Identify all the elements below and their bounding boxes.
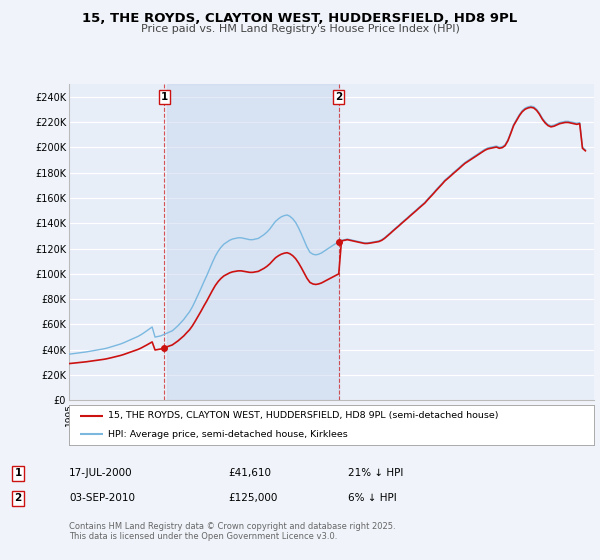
- Text: 1: 1: [14, 468, 22, 478]
- Text: £125,000: £125,000: [228, 493, 277, 503]
- Text: 15, THE ROYDS, CLAYTON WEST, HUDDERSFIELD, HD8 9PL: 15, THE ROYDS, CLAYTON WEST, HUDDERSFIEL…: [82, 12, 518, 25]
- Text: 21% ↓ HPI: 21% ↓ HPI: [348, 468, 403, 478]
- Text: Price paid vs. HM Land Registry's House Price Index (HPI): Price paid vs. HM Land Registry's House …: [140, 24, 460, 34]
- Text: 17-JUL-2000: 17-JUL-2000: [69, 468, 133, 478]
- Text: 2: 2: [335, 92, 343, 102]
- Text: 6% ↓ HPI: 6% ↓ HPI: [348, 493, 397, 503]
- Text: HPI: Average price, semi-detached house, Kirklees: HPI: Average price, semi-detached house,…: [109, 430, 348, 439]
- Text: 15, THE ROYDS, CLAYTON WEST, HUDDERSFIELD, HD8 9PL (semi-detached house): 15, THE ROYDS, CLAYTON WEST, HUDDERSFIEL…: [109, 411, 499, 420]
- Text: £41,610: £41,610: [228, 468, 271, 478]
- Text: 03-SEP-2010: 03-SEP-2010: [69, 493, 135, 503]
- Text: 1: 1: [161, 92, 168, 102]
- Text: 2: 2: [14, 493, 22, 503]
- Text: Contains HM Land Registry data © Crown copyright and database right 2025.
This d: Contains HM Land Registry data © Crown c…: [69, 522, 395, 542]
